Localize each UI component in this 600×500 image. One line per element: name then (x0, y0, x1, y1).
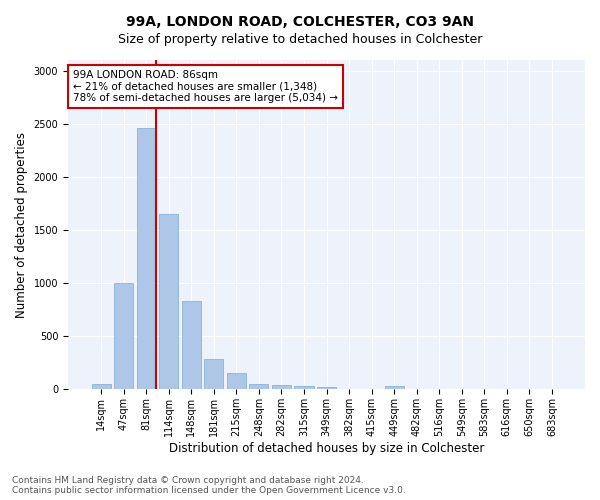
Bar (385, 386, 404, 390)
Text: Contains HM Land Registry data © Crown copyright and database right 2024.
Contai: Contains HM Land Registry data © Crown c… (12, 476, 406, 495)
Bar (250, 384, 268, 390)
Text: 99A, LONDON ROAD, COLCHESTER, CO3 9AN: 99A, LONDON ROAD, COLCHESTER, CO3 9AN (126, 15, 474, 29)
Text: 99A LONDON ROAD: 86sqm
← 21% of detached houses are smaller (1,348)
78% of semi-: 99A LONDON ROAD: 86sqm ← 21% of detached… (73, 70, 338, 103)
Text: Size of property relative to detached houses in Colchester: Size of property relative to detached ho… (118, 32, 482, 46)
Bar (182, 301, 201, 390)
Y-axis label: Number of detached properties: Number of detached properties (15, 132, 28, 318)
Bar (295, 386, 314, 390)
X-axis label: Distribution of detached houses by size in Colchester: Distribution of detached houses by size … (169, 442, 484, 455)
Bar (317, 387, 336, 390)
Bar (227, 374, 246, 390)
Bar (137, 128, 156, 390)
Bar (159, 214, 178, 390)
Bar (272, 385, 291, 390)
Bar (114, 283, 133, 390)
Bar (92, 384, 110, 390)
Bar (204, 358, 223, 390)
